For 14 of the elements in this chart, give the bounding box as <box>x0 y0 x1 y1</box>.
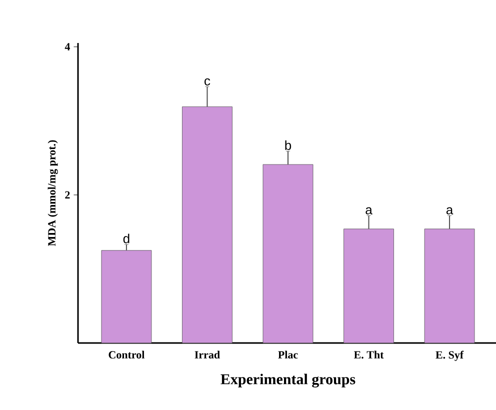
annotation: a <box>366 207 372 214</box>
annotation: d <box>123 234 130 244</box>
y-tick-label: 2 <box>65 191 70 198</box>
annotation: c <box>204 78 210 86</box>
x-tick-label: Control <box>108 350 145 359</box>
y-tick-label: 4 <box>64 43 70 50</box>
x-tick-label: E. Syf <box>436 350 464 361</box>
x-axis-title: Experimental groups <box>220 374 356 388</box>
annotation: b <box>285 140 292 150</box>
x-tick-label: Irrad <box>194 350 220 359</box>
x-tick-label: Plac <box>278 350 298 359</box>
x-tick-label: E. Tht <box>354 350 384 359</box>
y-axis-title: MDA (mmol/mg prot.) <box>48 140 58 246</box>
annotation: a <box>446 207 454 214</box>
